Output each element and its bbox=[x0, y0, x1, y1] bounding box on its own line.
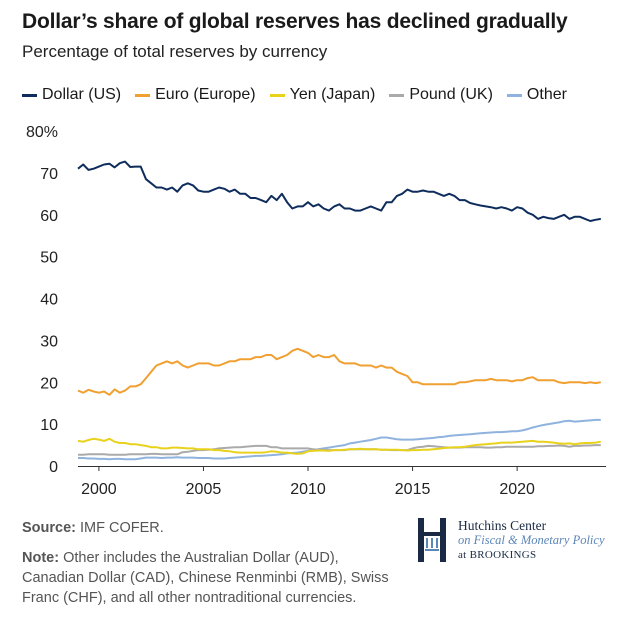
note-label: Note: bbox=[22, 550, 60, 566]
chart-subtitle: Percentage of total reserves by currency bbox=[22, 42, 328, 61]
note-text: Other includes the Australian Dollar (AU… bbox=[22, 550, 389, 606]
x-tick-label: 2015 bbox=[395, 481, 431, 498]
source-text: IMF COFER. bbox=[80, 520, 164, 536]
y-tick-label: 50 bbox=[40, 250, 58, 267]
y-tick-label: 0 bbox=[49, 459, 58, 476]
legend-swatch-dollar bbox=[22, 93, 37, 97]
hutchins-logo-icon bbox=[418, 518, 446, 562]
y-tick-label: 10 bbox=[40, 417, 58, 434]
y-tick-label: 80% bbox=[26, 124, 58, 141]
legend-item-euro: Euro (Europe) bbox=[135, 86, 256, 104]
legend-swatch-pound bbox=[389, 93, 405, 97]
note-paragraph: Note: Other includes the Australian Doll… bbox=[22, 548, 402, 608]
series-line-other bbox=[78, 418, 601, 461]
source-label: Source: bbox=[22, 520, 76, 536]
y-tick-label: 70 bbox=[40, 166, 58, 183]
legend-swatch-euro bbox=[135, 93, 151, 97]
legend-item-other: Other bbox=[506, 86, 567, 104]
legend-item-yen: Yen (Japan) bbox=[269, 86, 376, 104]
y-tick-label: 60 bbox=[40, 208, 58, 225]
source-line: Source: IMF COFER. bbox=[22, 520, 164, 536]
series-line-euro bbox=[77, 347, 601, 396]
x-tick-label: 2010 bbox=[290, 481, 326, 498]
legend-label-euro: Euro (Europe) bbox=[155, 86, 256, 103]
y-tick-label: 20 bbox=[40, 375, 58, 392]
logo-line-2: on Fiscal & Monetary Policy bbox=[458, 533, 605, 547]
chart-title: Dollar’s share of global reserves has de… bbox=[22, 10, 568, 33]
legend-label-other: Other bbox=[526, 86, 567, 103]
legend-item-dollar: Dollar (US) bbox=[22, 86, 121, 104]
hutchins-center-logo: Hutchins Center on Fiscal & Monetary Pol… bbox=[416, 518, 605, 563]
series-line-yen bbox=[77, 437, 601, 455]
logo-text: Hutchins Center on Fiscal & Monetary Pol… bbox=[458, 518, 605, 563]
line-chart: 0 10 20 30 40 50 60 70 80% 2000 2005 2010 2015 2020 bbox=[26, 124, 606, 498]
legend-label-yen: Yen (Japan) bbox=[289, 86, 376, 103]
x-tick-label: 2000 bbox=[81, 481, 117, 498]
x-tick-label: 2005 bbox=[186, 481, 222, 498]
legend-label-dollar: Dollar (US) bbox=[42, 86, 122, 103]
y-tick-label: 40 bbox=[40, 292, 58, 309]
legend-swatch-yen bbox=[269, 93, 285, 97]
series-line-dollar bbox=[77, 160, 601, 222]
legend-swatch-other bbox=[506, 93, 522, 97]
y-tick-label: 30 bbox=[40, 333, 58, 350]
logo-line-3: at BROOKINGS bbox=[458, 549, 537, 561]
legend-item-pound: Pound (UK) bbox=[389, 86, 493, 104]
x-tick-label: 2020 bbox=[499, 481, 535, 498]
legend-label-pound: Pound (UK) bbox=[409, 86, 493, 103]
logo-line-1: Hutchins Center bbox=[458, 518, 547, 533]
legend: Dollar (US) Euro (Europe) Yen (Japan) Po… bbox=[22, 86, 567, 104]
